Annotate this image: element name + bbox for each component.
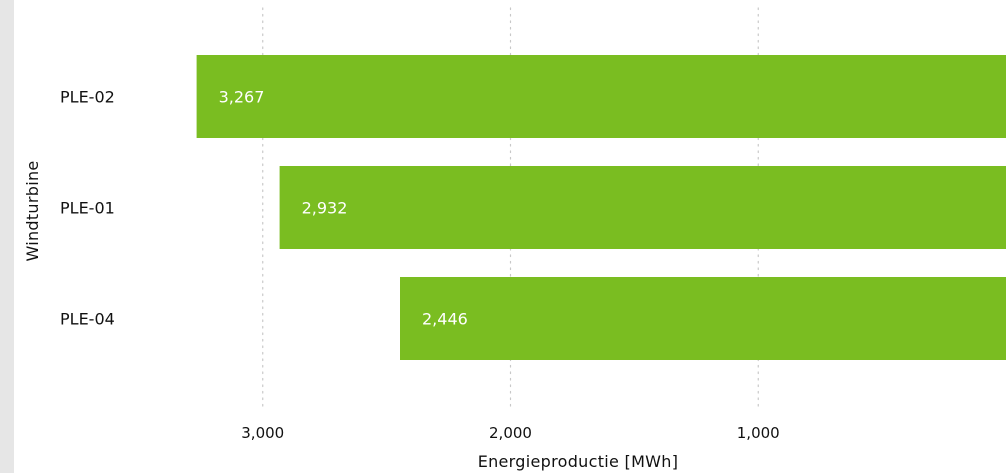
category-label: PLE-02	[60, 88, 115, 107]
x-tick-label: 1,000	[737, 424, 780, 442]
bar	[196, 55, 1006, 138]
bar-value-label: 2,446	[422, 310, 468, 329]
x-tick-label: 2,000	[489, 424, 532, 442]
category-label: PLE-01	[60, 199, 115, 218]
x-tick-labels: 3,000 2,000 1,000	[241, 424, 779, 442]
bar-value-label: 3,267	[219, 88, 265, 107]
bars: 3,267 2,932 2,446	[196, 55, 1006, 360]
x-tick-label: 3,000	[241, 424, 284, 442]
x-axis-title: Energieproductie [MWh]	[478, 452, 679, 471]
left-edge-strip	[0, 0, 14, 473]
category-labels: PLE-02 PLE-01 PLE-04	[60, 88, 115, 329]
bar	[279, 166, 1006, 249]
bar-value-label: 2,932	[302, 199, 348, 218]
y-axis-title: Windturbine	[23, 160, 42, 261]
bar	[400, 277, 1006, 360]
category-label: PLE-04	[60, 310, 115, 329]
